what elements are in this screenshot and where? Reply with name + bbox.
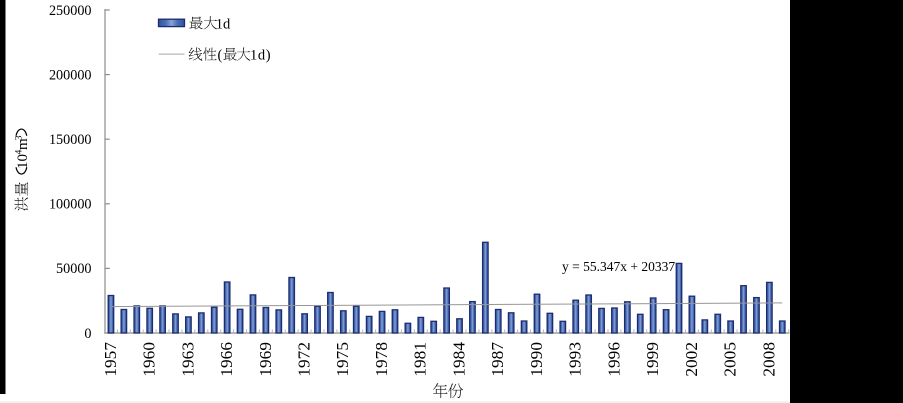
svg-text:1975: 1975: [333, 342, 352, 377]
svg-text:100000: 100000: [49, 197, 92, 213]
svg-text:1972: 1972: [295, 342, 314, 377]
svg-text:y = 55.347x + 20337: y = 55.347x + 20337: [562, 259, 675, 274]
svg-text:2002: 2002: [682, 342, 701, 377]
svg-text:10: 10: [15, 154, 31, 169]
svg-text:1978: 1978: [372, 342, 391, 377]
svg-text:1960: 1960: [140, 342, 159, 377]
svg-text:1d): 1d): [250, 48, 271, 64]
svg-text:250000: 250000: [49, 3, 92, 19]
svg-text:1993: 1993: [566, 342, 585, 377]
svg-text:2008: 2008: [759, 342, 778, 377]
svg-text:1990: 1990: [527, 342, 546, 377]
svg-text:1963: 1963: [178, 342, 197, 377]
svg-text:(: (: [218, 48, 223, 64]
svg-text:2005: 2005: [721, 342, 740, 377]
svg-text:1957: 1957: [101, 342, 120, 377]
svg-text:0: 0: [84, 326, 91, 342]
svg-text:1969: 1969: [256, 342, 275, 377]
svg-text:1981: 1981: [411, 342, 430, 377]
svg-text:50000: 50000: [56, 261, 91, 277]
svg-text:1987: 1987: [488, 342, 507, 377]
svg-text:3: 3: [15, 135, 25, 140]
svg-text:1999: 1999: [643, 342, 662, 377]
svg-text:1984: 1984: [449, 342, 468, 377]
svg-text:200000: 200000: [49, 67, 92, 83]
svg-text:150000: 150000: [49, 132, 92, 148]
svg-text:1966: 1966: [217, 342, 236, 377]
svg-text:1d: 1d: [216, 16, 231, 32]
svg-text:4: 4: [15, 150, 25, 155]
svg-text:m: m: [15, 138, 31, 150]
svg-text:1996: 1996: [604, 342, 623, 377]
